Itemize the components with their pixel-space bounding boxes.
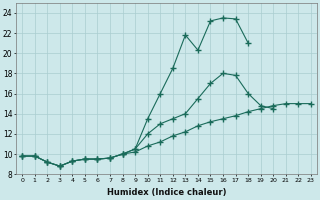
X-axis label: Humidex (Indice chaleur): Humidex (Indice chaleur)	[107, 188, 226, 197]
